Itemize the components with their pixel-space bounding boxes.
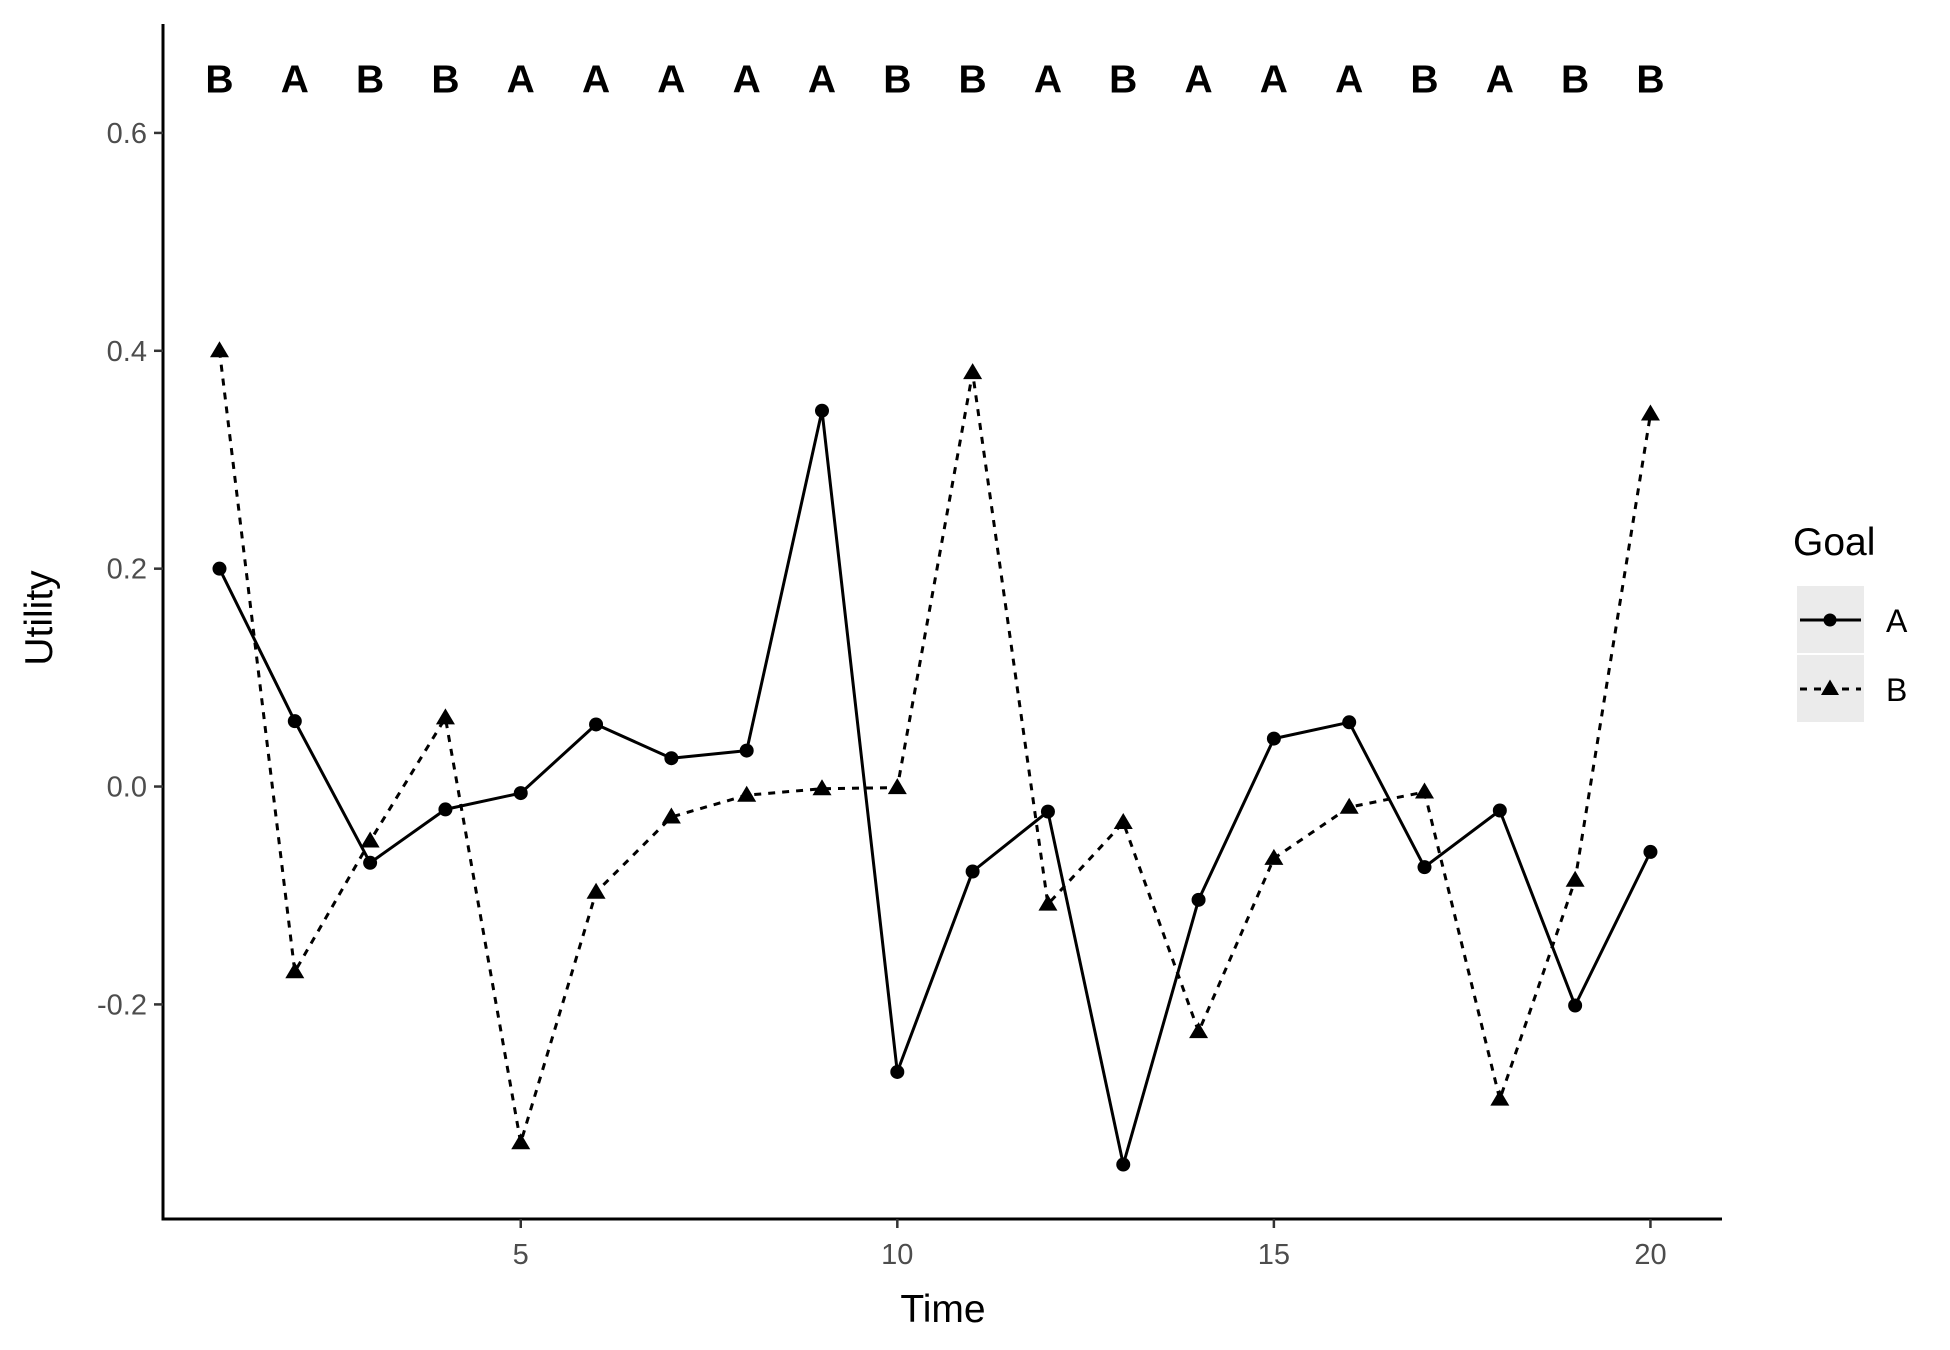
- choice-label: A: [281, 58, 309, 101]
- x-axis-title: Time: [900, 1288, 985, 1331]
- x-tick-label: 20: [1634, 1239, 1666, 1271]
- series-b-point: [737, 785, 757, 802]
- choice-label: B: [959, 58, 987, 101]
- series-a-point: [589, 717, 604, 732]
- legend-label-b: B: [1886, 672, 1907, 708]
- series-b-point: [285, 962, 305, 979]
- x-tick-label: 15: [1258, 1239, 1290, 1271]
- y-tick-label: -0.2: [97, 989, 147, 1021]
- choice-label: B: [883, 58, 911, 101]
- choice-label: A: [507, 58, 535, 101]
- legend-key-a-circle-marker: [1823, 613, 1837, 627]
- series-b-point: [1339, 797, 1359, 814]
- series-b-point: [1415, 782, 1435, 799]
- y-tick-label: 0.2: [107, 554, 147, 586]
- series-a-point: [1492, 803, 1507, 818]
- legend-item-a: A: [1797, 586, 1908, 653]
- choice-label: B: [1636, 58, 1664, 101]
- legend-label-a: A: [1886, 603, 1908, 639]
- series-a-line: [218, 409, 1652, 1166]
- series-b-point: [1189, 1022, 1209, 1039]
- choice-label: A: [1034, 58, 1062, 101]
- series-a-point: [363, 855, 378, 870]
- legend: Goal A B: [1793, 521, 1908, 722]
- choice-label: B: [205, 58, 233, 101]
- legend-title: Goal: [1793, 521, 1875, 564]
- y-axis-title: Utility: [18, 570, 61, 666]
- series-a-point: [513, 786, 528, 801]
- series-a-point: [664, 751, 679, 766]
- y-tick-label: 0.4: [107, 336, 147, 368]
- series-b-point: [1264, 848, 1284, 865]
- choice-label: B: [431, 58, 459, 101]
- series-a-point: [1342, 715, 1357, 730]
- x-tick-label: 5: [513, 1239, 529, 1271]
- x-tick-label: 10: [881, 1239, 913, 1271]
- series-b-line: [218, 350, 1652, 1145]
- series-b-point: [1640, 404, 1660, 421]
- series-b-point: [511, 1133, 531, 1150]
- series-a-point: [814, 403, 829, 418]
- series-b-point: [435, 708, 455, 725]
- series-a-point: [1417, 860, 1432, 875]
- series-a-point: [890, 1064, 905, 1079]
- series-a-point: [1643, 844, 1658, 859]
- series-b-point: [1565, 870, 1585, 887]
- choice-label: A: [1486, 58, 1514, 101]
- series-a-point: [1266, 731, 1281, 746]
- choice-label: A: [582, 58, 610, 101]
- series-a-point: [212, 561, 227, 576]
- choice-label: A: [808, 58, 836, 101]
- y-axis-ticks: -0.2 0.0 0.2 0.4 0.6: [97, 118, 163, 1021]
- y-tick-label: 0.6: [107, 118, 147, 150]
- series-b-point: [586, 882, 606, 899]
- choice-label: A: [1335, 58, 1363, 101]
- legend-item-b: B: [1797, 655, 1907, 722]
- choice-label: A: [733, 58, 761, 101]
- y-tick-label: 0.0: [107, 772, 147, 804]
- series-a-point: [739, 743, 754, 758]
- series-a-point: [1568, 998, 1583, 1013]
- choice-label: B: [1561, 58, 1589, 101]
- series-a-point: [1191, 892, 1206, 907]
- series-b-point: [1038, 894, 1058, 911]
- choice-label: A: [657, 58, 685, 101]
- series-b-point: [963, 363, 983, 380]
- series-b-point: [812, 779, 832, 796]
- x-axis-ticks: 5 10 15 20: [513, 1219, 1667, 1271]
- series-a-point: [1040, 804, 1055, 819]
- series-b-point: [1113, 812, 1133, 829]
- series-a-point: [287, 714, 302, 729]
- series-a-point: [438, 802, 453, 817]
- choice-label: B: [356, 58, 384, 101]
- legend-key-b-triangle-marker: [1821, 679, 1839, 695]
- series-b-point: [887, 778, 907, 795]
- series-a-point: [1116, 1157, 1131, 1172]
- choice-label: A: [1184, 58, 1212, 101]
- choice-label: A: [1260, 58, 1288, 101]
- series-b-point: [360, 831, 380, 848]
- choice-label: B: [1109, 58, 1137, 101]
- choice-label: B: [1410, 58, 1438, 101]
- series-b-point: [661, 807, 681, 824]
- series-b-point: [209, 341, 229, 358]
- series-b-point: [1490, 1089, 1510, 1106]
- series-a-point: [965, 864, 980, 879]
